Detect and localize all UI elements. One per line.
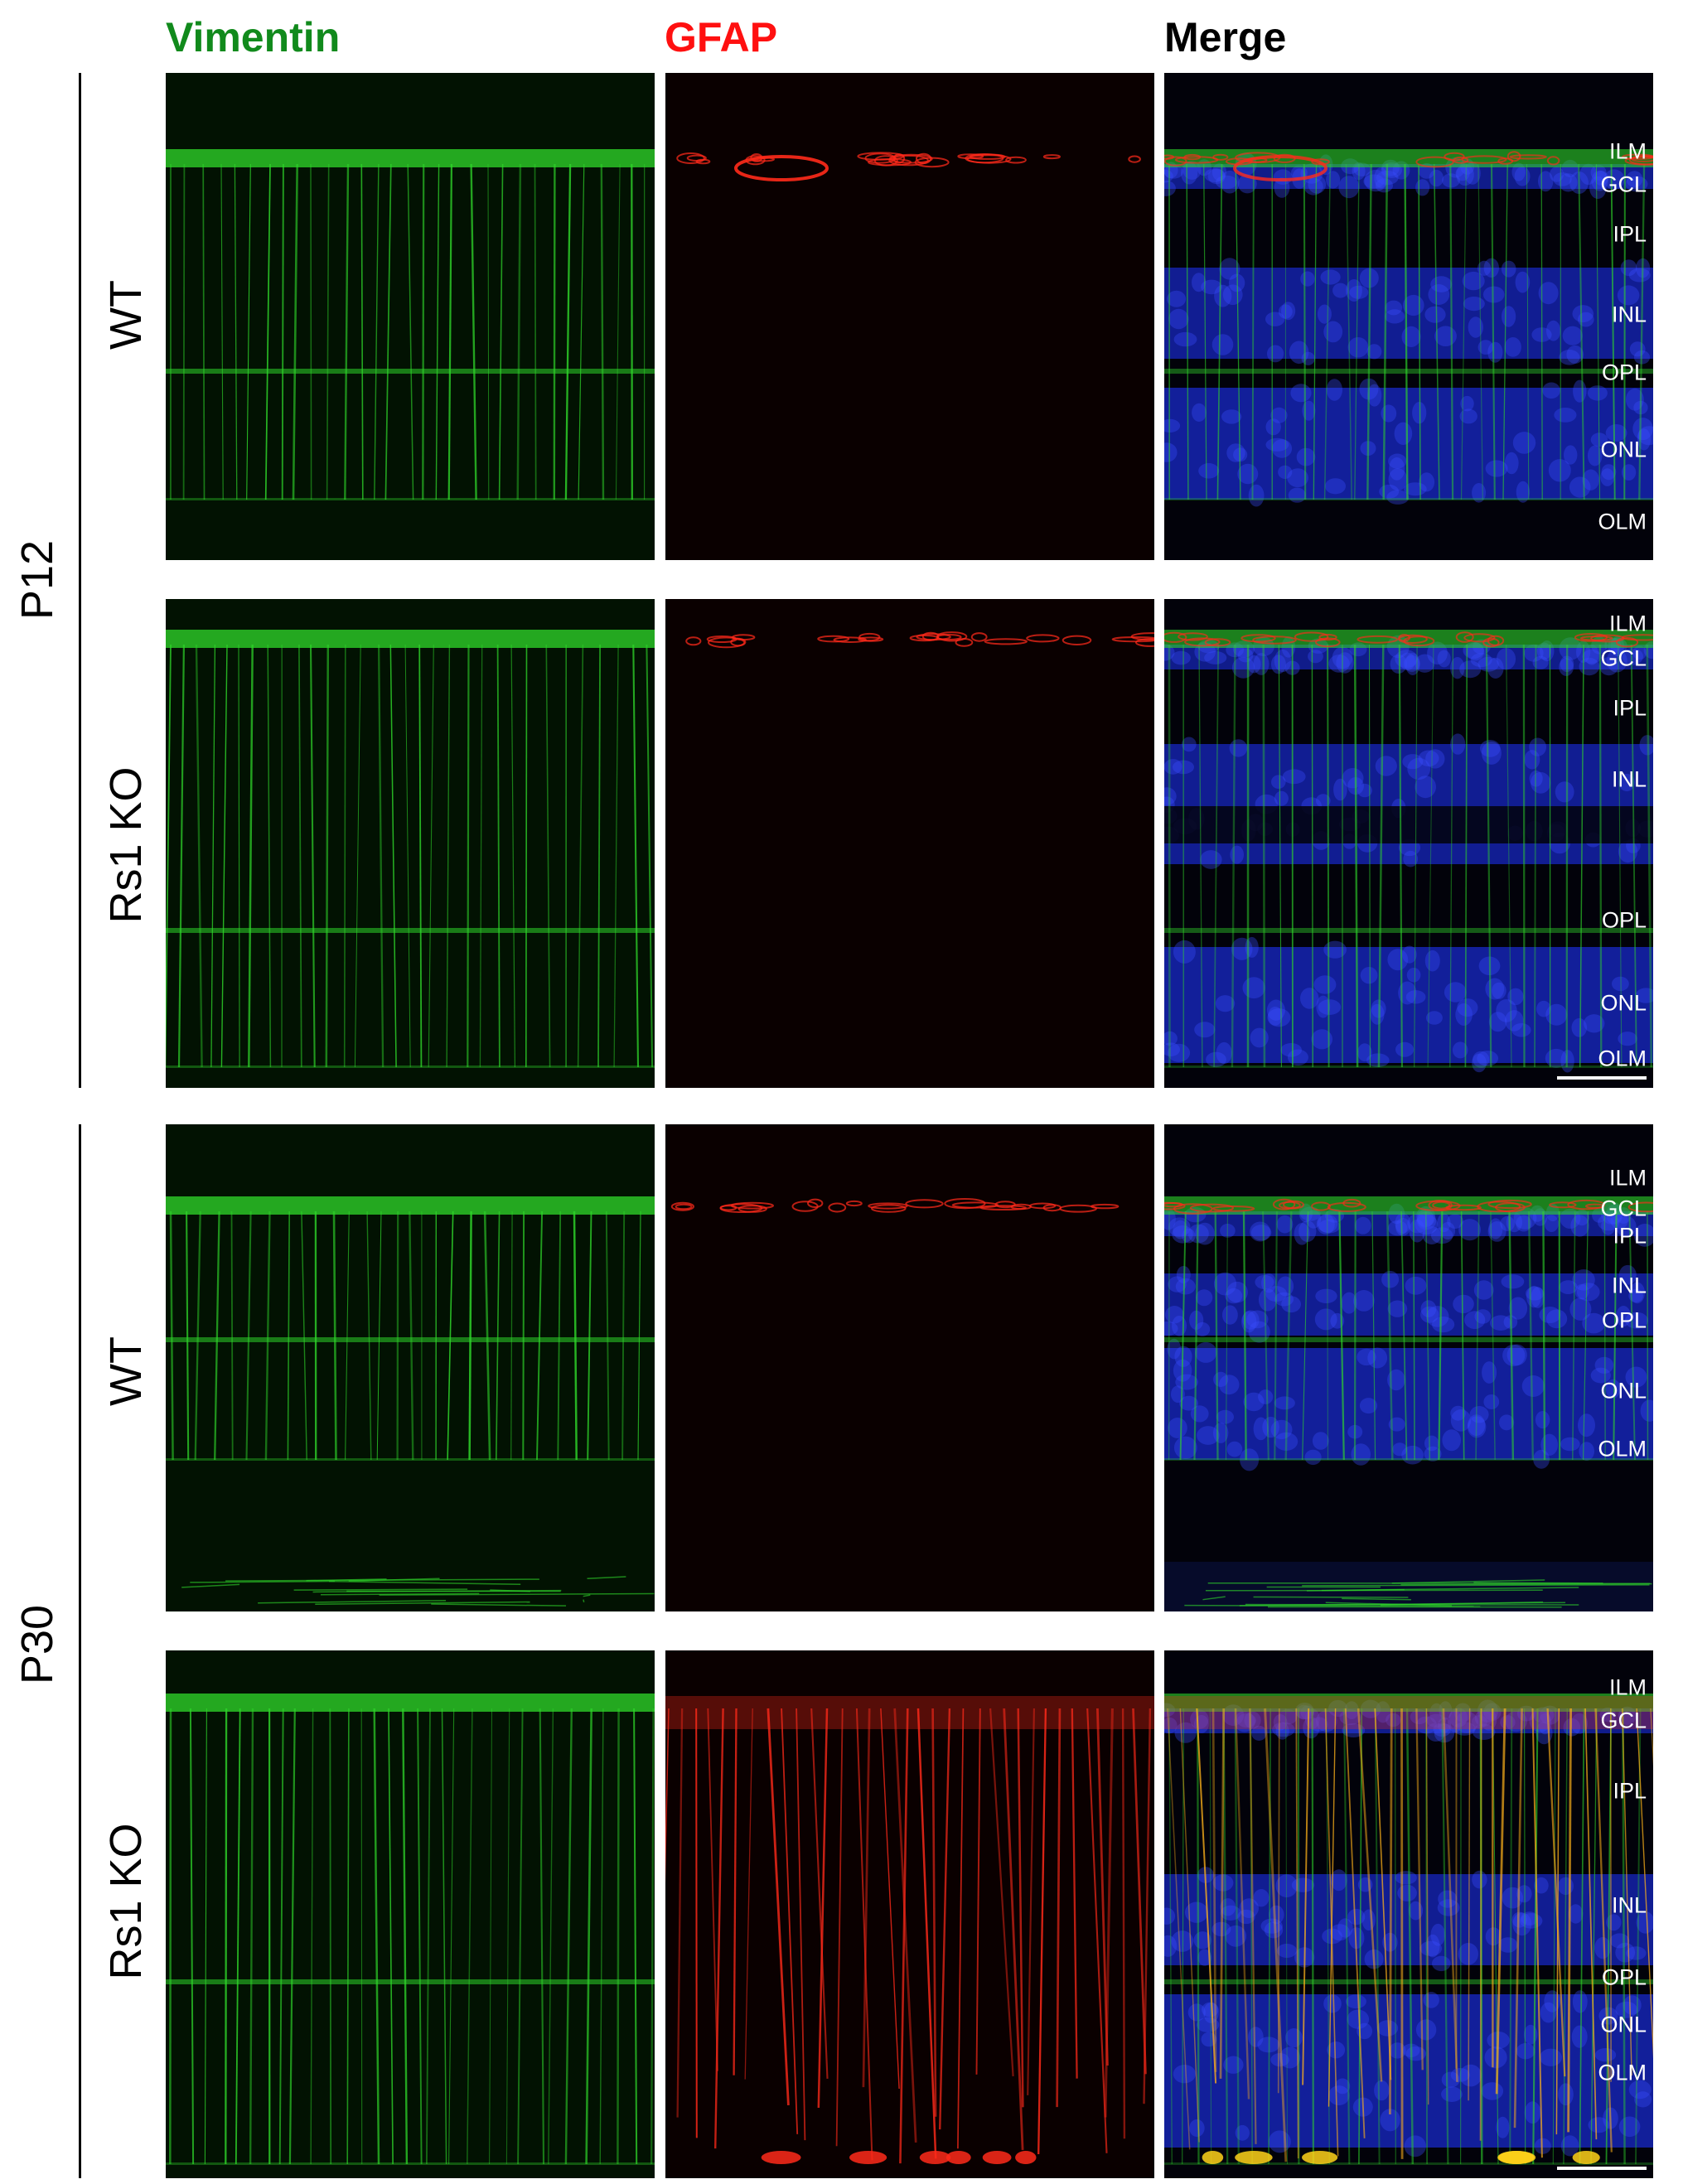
layer-label: ONL [1600, 1378, 1647, 1404]
layer-label: ILM [1608, 138, 1647, 164]
layer-label: IPL [1613, 221, 1647, 247]
layer-label: OPL [1601, 360, 1647, 385]
layer-label: OLM [1598, 1046, 1647, 1071]
layer-label: OPL [1601, 1307, 1647, 1333]
layer-label: INL [1611, 302, 1647, 327]
micrograph-p30-wt-merge: ILM GCL IPL INL OPL ONL OLM [1164, 1124, 1653, 1611]
micrograph-p30-wt-vimentin [166, 1124, 655, 1611]
layer-label: IPL [1613, 695, 1647, 721]
layer-label: OPL [1601, 907, 1647, 933]
layer-label: GCL [1600, 1708, 1647, 1733]
layer-label: INL [1611, 1273, 1647, 1298]
micrograph-p12-wt-gfap [665, 73, 1154, 560]
scale-bar [1557, 2167, 1647, 2170]
group-bracket-p12 [79, 73, 81, 1088]
micrograph-p12-ko-merge: ILM GCL IPL INL OPL ONL OLM [1164, 599, 1653, 1088]
column-header-merge: Merge [1164, 14, 1287, 60]
column-header-gfap: GFAP [665, 14, 778, 60]
layer-label: GCL [1600, 645, 1647, 671]
micrograph-p12-ko-vimentin [166, 599, 655, 1088]
layer-label: ONL [1600, 990, 1647, 1016]
layer-label: OLM [1598, 1436, 1647, 1462]
micrograph-p30-wt-gfap [665, 1124, 1154, 1611]
layer-label: OPL [1601, 1964, 1647, 1990]
layer-label: GCL [1600, 172, 1647, 197]
layer-label: ILM [1608, 1674, 1647, 1700]
layer-label: ONL [1600, 2012, 1647, 2037]
layer-label: OLM [1598, 2060, 1647, 2085]
layer-label: ILM [1608, 611, 1647, 636]
group-bracket-p30 [79, 1124, 81, 2178]
micrograph-p12-ko-gfap [665, 599, 1154, 1088]
micrograph-p12-wt-vimentin [166, 73, 655, 560]
layer-label: IPL [1613, 1778, 1647, 1804]
layer-label: OLM [1598, 509, 1647, 534]
column-header-vimentin: Vimentin [166, 14, 341, 60]
layer-label: ONL [1600, 437, 1647, 462]
layer-label: INL [1611, 766, 1647, 792]
micrograph-p12-wt-merge: ILM GCL IPL INL OPL ONL OLM [1164, 73, 1653, 560]
layer-label: IPL [1613, 1223, 1647, 1249]
layer-label: GCL [1600, 1196, 1647, 1221]
micrograph-p30-ko-gfap [665, 1650, 1154, 2178]
micrograph-p30-ko-merge: ILM GCL IPL INL OPL ONL OLM [1164, 1650, 1653, 2178]
micrograph-p30-ko-vimentin [166, 1650, 655, 2178]
layer-label: INL [1611, 1892, 1647, 1918]
layer-label: ILM [1608, 1165, 1647, 1191]
scale-bar [1557, 1076, 1647, 1080]
